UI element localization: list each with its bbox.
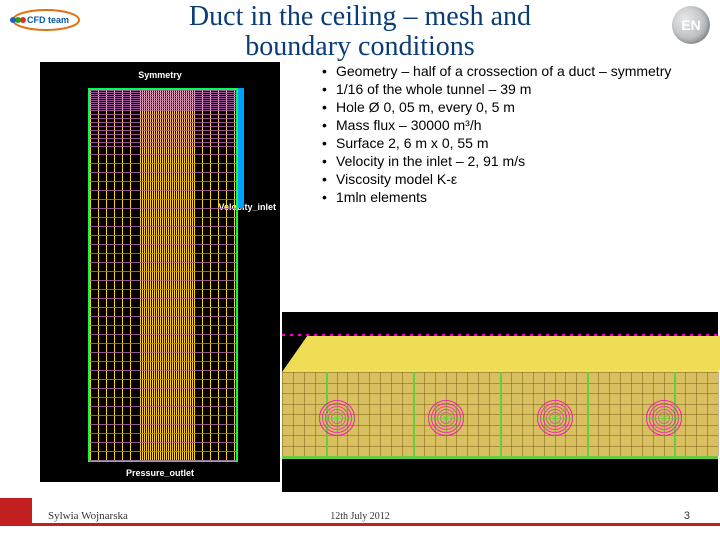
- mesh-2d-figure: Symmetry Velocity_inlet Pressure_outlet: [40, 62, 280, 482]
- footer-page-number: 3: [684, 510, 690, 522]
- page-title-line1: Duct in the ceiling – mesh and: [0, 2, 720, 32]
- svg-text:CFD team: CFD team: [27, 15, 69, 25]
- footer-accent-line: [32, 523, 720, 526]
- mesh-3d-figure: [282, 312, 718, 492]
- footer-date: 12th July 2012: [330, 511, 389, 522]
- mesh2d-label-bottom: Pressure_outlet: [40, 468, 280, 478]
- mesh2d-label-top: Symmetry: [40, 70, 280, 80]
- footer-author: Sylwia Wojnarska: [48, 510, 128, 522]
- footer-accent-block: [0, 498, 32, 526]
- page-title-line2: boundary conditions: [0, 32, 720, 62]
- bullet-item: Hole Ø 0, 05 m, every 0, 5 m: [318, 98, 718, 116]
- bullet-list: Geometry – half of a crossection of a du…: [318, 62, 718, 206]
- cfd-team-logo: CFD team: [10, 8, 82, 32]
- bullet-item: Surface 2, 6 m x 0, 55 m: [318, 134, 718, 152]
- bullet-item: Velocity in the inlet – 2, 91 m/s: [318, 152, 718, 170]
- bullet-item: Viscosity model K-ε: [318, 170, 718, 188]
- bullet-item: Geometry – half of a crossection of a du…: [318, 62, 718, 80]
- mesh2d-grid: [88, 88, 238, 462]
- bullet-item: Mass flux – 30000 m³/h: [318, 116, 718, 134]
- bullet-item: 1mln elements: [318, 188, 718, 206]
- en-badge-icon: EN: [672, 6, 710, 44]
- bullet-item: 1/16 of the whole tunnel – 39 m: [318, 80, 718, 98]
- page-title: Duct in the ceiling – mesh and boundary …: [0, 0, 720, 62]
- footer: Sylwia Wojnarska 12th July 2012 3: [0, 494, 720, 540]
